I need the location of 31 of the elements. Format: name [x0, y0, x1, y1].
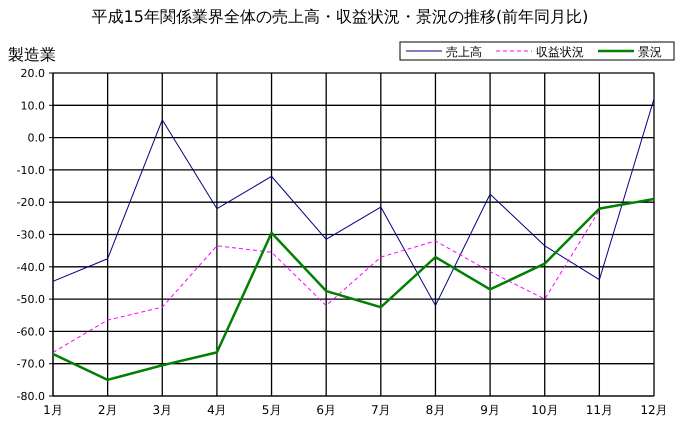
x-tick-label: 5月 — [262, 403, 282, 417]
x-tick-label: 11月 — [586, 403, 614, 417]
y-tick-label: 0.0 — [28, 132, 45, 145]
line-series — [52, 198, 656, 382]
x-tick-label: 7月 — [371, 403, 391, 417]
y-axis-title: 製造業 — [8, 45, 56, 64]
y-tick-label: -30.0 — [16, 228, 45, 242]
x-tick-label: 12月 — [640, 403, 668, 417]
x-tick-label: 2月 — [98, 403, 118, 417]
y-tick-label: 10.0 — [20, 99, 45, 112]
x-tick-label: 1月 — [43, 403, 63, 417]
x-tick-label: 9月 — [480, 403, 500, 417]
x-tick-label: 6月 — [316, 403, 336, 417]
x-tick-label: 4月 — [207, 403, 227, 417]
y-tick-label: -60.0 — [16, 325, 45, 338]
line-series — [52, 210, 600, 353]
x-tick-label: 8月 — [426, 403, 446, 417]
legend-label: 収益状況 — [536, 45, 584, 59]
y-tick-label: -70.0 — [16, 358, 45, 371]
legend-label: 売上高 — [446, 45, 482, 59]
line-series — [52, 98, 654, 306]
y-tick-label: -40.0 — [16, 260, 45, 274]
y-tick-label: -50.0 — [16, 293, 45, 306]
legend-label: 景況 — [638, 45, 662, 59]
y-tick-label: -80.0 — [16, 390, 45, 403]
chart-title: 平成15年関係業界全体の売上高・収益状況・景況の推移(前年同月比) — [92, 7, 588, 26]
x-tick-label: 3月 — [152, 403, 172, 417]
x-tick-label: 10月 — [531, 403, 558, 417]
y-tick-label: 20.0 — [20, 67, 45, 80]
y-tick-label: -10.0 — [16, 164, 45, 177]
y-tick-label: -20.0 — [16, 196, 45, 210]
